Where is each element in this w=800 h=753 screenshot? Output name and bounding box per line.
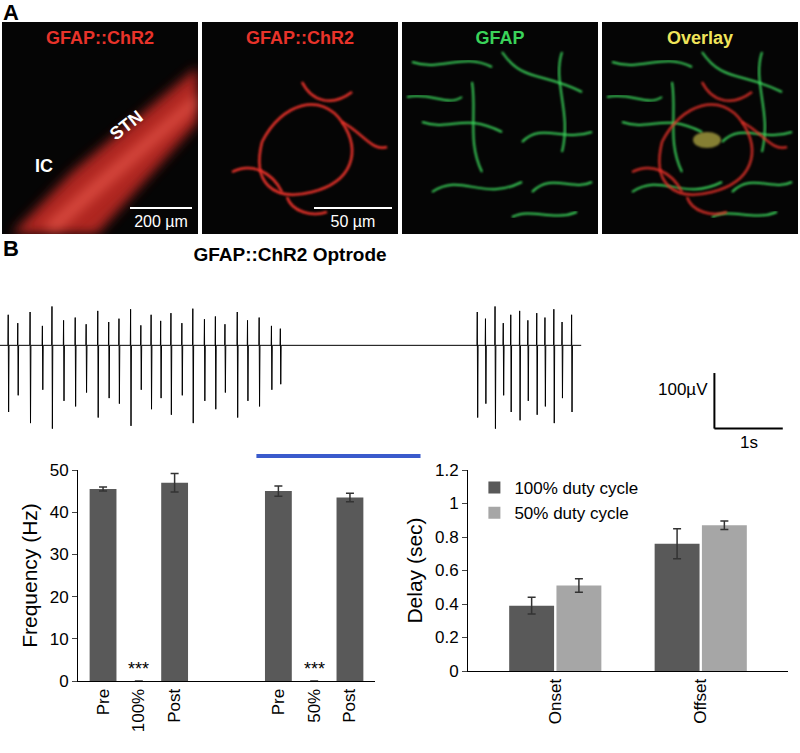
svg-text:50: 50	[50, 461, 69, 480]
svg-text:GFAP::ChR2: GFAP::ChR2	[46, 28, 154, 48]
svg-text:***: ***	[128, 659, 149, 679]
svg-text:STN: STN	[106, 106, 147, 144]
html-text:GFAP::ChR2 Optrode: GFAP::ChR2 Optrode	[193, 244, 387, 265]
svg-text:IC: IC	[35, 156, 53, 176]
svg-text:50%: 50%	[305, 689, 324, 723]
svg-text:1: 1	[449, 494, 458, 513]
svg-text:0: 0	[59, 672, 68, 691]
svg-text:100µV: 100µV	[658, 380, 708, 399]
svg-text:30: 30	[50, 545, 69, 564]
svg-text:0: 0	[449, 662, 458, 681]
svg-text:0.8: 0.8	[435, 528, 459, 547]
svg-text:Onset: Onset	[546, 679, 565, 725]
svg-text:Overlay: Overlay	[667, 28, 733, 48]
svg-text:Pre: Pre	[269, 689, 288, 715]
html-text:B: B	[3, 236, 19, 261]
svg-text:50 µm: 50 µm	[331, 213, 376, 230]
svg-text:40: 40	[50, 503, 69, 522]
svg-text:100%: 100%	[129, 689, 148, 732]
svg-text:50% duty cycle: 50% duty cycle	[514, 504, 628, 523]
svg-text:0.6: 0.6	[435, 561, 459, 580]
svg-text:Pre: Pre	[94, 689, 113, 715]
svg-text:***: ***	[304, 659, 325, 679]
svg-text:1.2: 1.2	[435, 461, 459, 480]
svg-text:100% duty cycle: 100% duty cycle	[514, 479, 638, 498]
svg-text:0.2: 0.2	[435, 628, 459, 647]
svg-text:1s: 1s	[740, 433, 758, 452]
svg-text:200 µm: 200 µm	[134, 213, 188, 230]
svg-text:Delay (sec): Delay (sec)	[403, 517, 426, 623]
svg-text:Post: Post	[165, 689, 184, 723]
svg-text:10: 10	[50, 630, 69, 649]
svg-text:Frequency (Hz): Frequency (Hz)	[18, 503, 41, 648]
svg-text:0.4: 0.4	[435, 595, 459, 614]
svg-text:GFAP: GFAP	[475, 28, 524, 48]
svg-text:GFAP::ChR2: GFAP::ChR2	[246, 28, 354, 48]
svg-text:Offset: Offset	[691, 679, 710, 724]
html-text:A: A	[3, 0, 19, 25]
svg-text:Post: Post	[340, 689, 359, 723]
svg-text:20: 20	[50, 588, 69, 607]
